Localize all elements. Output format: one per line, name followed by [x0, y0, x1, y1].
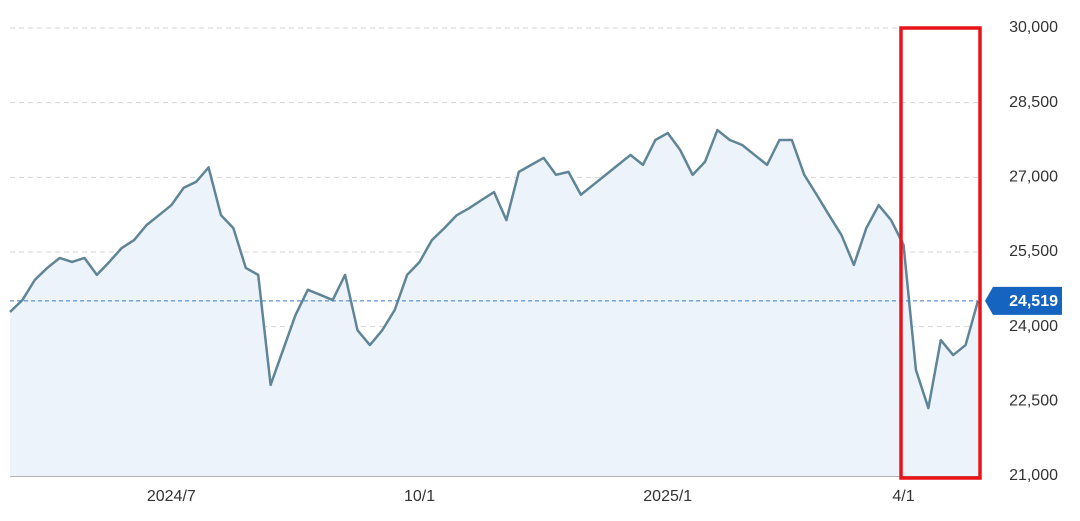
last-price-label: 24,519	[1009, 293, 1058, 310]
y-tick-label: 27,000	[1009, 169, 1058, 186]
area	[10, 130, 978, 477]
x-tick-label: 4/1	[892, 488, 914, 505]
y-tick-label: 28,500	[1009, 94, 1058, 111]
x-tick-label: 2025/1	[643, 488, 692, 505]
highlight-box	[899, 26, 982, 480]
x-tick-label: 2024/7	[147, 488, 196, 505]
y-tick-label: 22,500	[1009, 393, 1058, 410]
y-tick-label: 25,500	[1009, 243, 1058, 260]
last-price-tag	[985, 286, 1062, 315]
y-tick-label: 24,000	[1009, 318, 1058, 335]
line	[9, 128, 980, 410]
y-tick-label: 21,000	[1009, 467, 1058, 484]
x-tick-label: 10/1	[404, 488, 435, 505]
y-tick-label: 30,000	[1009, 19, 1058, 36]
